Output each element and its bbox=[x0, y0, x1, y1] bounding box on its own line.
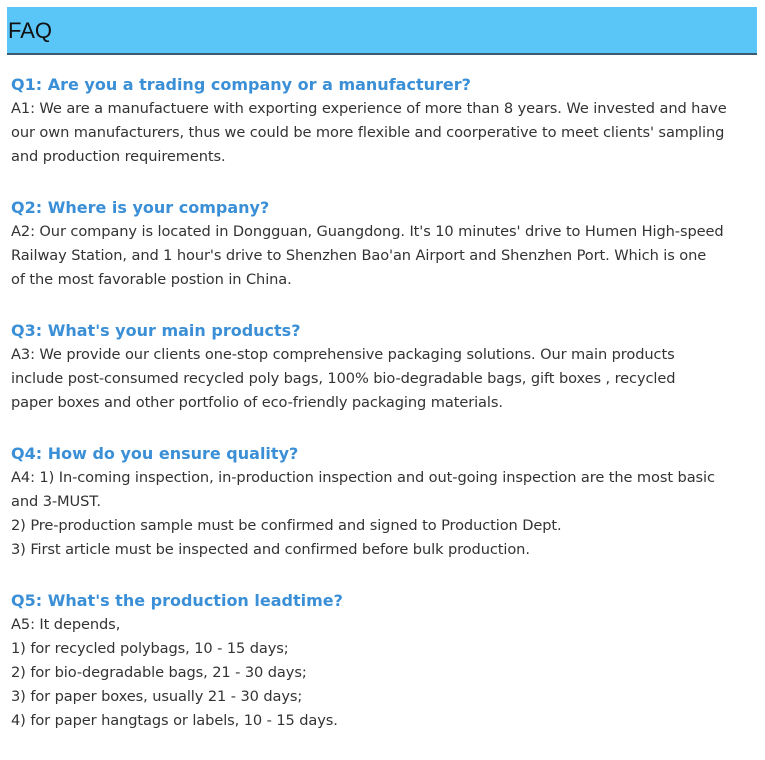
faq-answer: A3: We provide our clients one-stop comp… bbox=[11, 343, 756, 415]
answer-line: 2) Pre-production sample must be confirm… bbox=[11, 517, 562, 534]
faq-question: Q4: How do you ensure quality? bbox=[11, 444, 299, 463]
faq-answer: A4: 1) In-coming inspection, in-producti… bbox=[11, 466, 756, 562]
answer-line: our own manufacturers, thus we could be … bbox=[11, 124, 725, 141]
faq-list: Q1: Are you a trading company or a manuf… bbox=[11, 73, 756, 760]
answer-line: 3) First article must be inspected and c… bbox=[11, 541, 530, 558]
faq-answer: A2: Our company is located in Dongguan, … bbox=[11, 220, 756, 292]
answer-line: include post-consumed recycled poly bags… bbox=[11, 370, 676, 387]
faq-item: Q2: Where is your company? A2: Our compan… bbox=[11, 196, 756, 292]
answer-line: paper boxes and other portfolio of eco-f… bbox=[11, 394, 503, 411]
answer-line: A1: We are a manufactuere with exporting… bbox=[11, 100, 727, 117]
answer-line: of the most favorable postion in China. bbox=[11, 271, 292, 288]
answer-line: A5: It depends, bbox=[11, 616, 121, 633]
page-title: FAQ bbox=[8, 18, 53, 43]
faq-question: Q5: What's the production leadtime? bbox=[11, 591, 343, 610]
faq-answer: A5: It depends, 1) for recycled polybags,… bbox=[11, 613, 756, 733]
answer-line: 3) for paper boxes, usually 21 - 30 days… bbox=[11, 688, 303, 705]
faq-item: Q3: What's your main products? A3: We pro… bbox=[11, 319, 756, 415]
answer-line: and 3-MUST. bbox=[11, 493, 101, 510]
answer-line: A4: 1) In-coming inspection, in-producti… bbox=[11, 469, 715, 486]
answer-line: Railway Station, and 1 hour's drive to S… bbox=[11, 247, 707, 264]
answer-line: and production requirements. bbox=[11, 148, 226, 165]
answer-line: 1) for recycled polybags, 10 - 15 days; bbox=[11, 640, 289, 657]
faq-item: Q5: What's the production leadtime? A5: I… bbox=[11, 589, 756, 733]
faq-header: FAQ bbox=[7, 7, 757, 55]
faq-item: Q4: How do you ensure quality? A4: 1) In-… bbox=[11, 442, 756, 562]
answer-line: A2: Our company is located in Dongguan, … bbox=[11, 223, 724, 240]
faq-question: Q3: What's your main products? bbox=[11, 321, 301, 340]
faq-question: Q2: Where is your company? bbox=[11, 198, 270, 217]
faq-question: Q1: Are you a trading company or a manuf… bbox=[11, 75, 471, 94]
faq-item: Q1: Are you a trading company or a manuf… bbox=[11, 73, 756, 169]
faq-answer: A1: We are a manufactuere with exporting… bbox=[11, 97, 756, 169]
answer-line: 2) for bio-degradable bags, 21 - 30 days… bbox=[11, 664, 307, 681]
answer-line: 4) for paper hangtags or labels, 10 - 15… bbox=[11, 712, 338, 729]
answer-line: A3: We provide our clients one-stop comp… bbox=[11, 346, 675, 363]
